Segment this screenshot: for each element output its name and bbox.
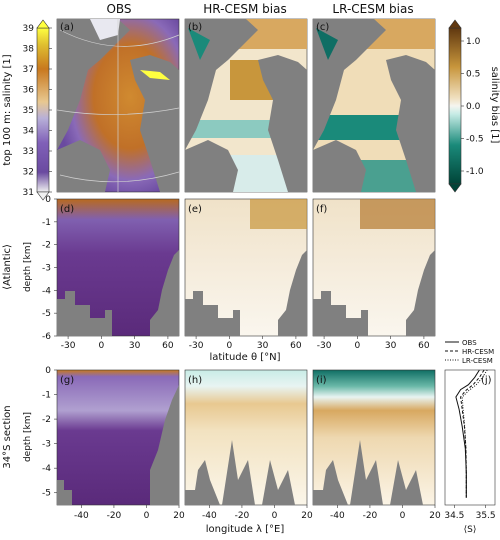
series-line-lr-cesm [461, 369, 488, 498]
y-tick-label: -1 [42, 218, 51, 228]
colorbar-obs-tick-label: 36 [23, 86, 35, 96]
x-tick-label: -30 [317, 341, 332, 351]
x-tick-label: 60 [162, 341, 174, 351]
x-tick-label: 20 [301, 511, 313, 521]
legend-obs: OBS [462, 339, 477, 347]
x-tick-label: 0 [354, 341, 360, 351]
section-panel-h [184, 369, 308, 506]
colorbar-obs-tick-label: 34 [23, 127, 35, 137]
colorbar-bias-tick-label: 0.0 [466, 102, 481, 112]
x-tick-label: -40 [330, 511, 345, 521]
ylabel-d: depth [km] [23, 242, 33, 292]
x-tick-label: 0 [226, 341, 232, 351]
panel-title-lr: LR-CESM bias [332, 2, 413, 16]
profile-panel-j: 34.5 35.5 [444, 369, 496, 521]
x-tick-label: 30 [129, 341, 141, 351]
colorbar-obs-tick-label: 35 [23, 106, 34, 116]
x-tick-label: -20 [235, 511, 250, 521]
colorbar-bias: -1.0 -0.5 0.0 0.5 1.0 [448, 19, 484, 193]
y-tick-label: -4 [42, 464, 51, 474]
xlabel-longitude: longitude λ [°E] [206, 524, 285, 535]
colorbar-obs-tick-label: 39 [23, 24, 35, 34]
colorbar-obs-tick-label: 32 [23, 168, 34, 178]
colorbar-obs-tick-label: 38 [23, 45, 35, 55]
y-tick-label: 0 [45, 366, 51, 376]
section-panel-d [56, 198, 180, 337]
panel-letter-h: (h) [188, 375, 202, 386]
y-tick-label: -5 [42, 309, 51, 319]
xlabel-j: ⟨S⟩ [464, 525, 477, 535]
row-label-atlantic: ⟨Atlantic⟩ [2, 244, 13, 290]
ylabel-g: depth [km] [23, 412, 33, 462]
colorbar-obs-tick-label: 37 [23, 65, 34, 75]
legend: OBS HR-CESM LR-CESM [445, 339, 494, 365]
x-tick-label: 20 [173, 511, 185, 521]
x-tick-label: 60 [418, 341, 430, 351]
y-tick-label: -3 [42, 264, 51, 274]
colorbar-bias-label: salinity bias [1] [489, 67, 500, 144]
x-tick-label: 0 [272, 511, 278, 521]
y-tick-label: -1 [42, 391, 51, 401]
panel-title-obs: OBS [106, 2, 131, 16]
colorbar-bias-tick-label: 1.0 [466, 37, 481, 47]
x-tick-label: -30 [189, 341, 204, 351]
map-panel-b [184, 18, 308, 193]
map-panel-a [56, 18, 180, 193]
x-tick-label: -20 [363, 511, 378, 521]
x-tick-label: -40 [202, 511, 217, 521]
colorbar-obs: 31 32 33 34 35 36 37 38 39 [23, 19, 52, 201]
section-panel-f [312, 198, 436, 337]
colorbar-obs-tick-label: 33 [23, 147, 34, 157]
y-tick-label: -4 [42, 286, 51, 296]
series-line-hr-cesm [460, 369, 485, 498]
legend-lr: LR-CESM [462, 357, 493, 365]
panel-letter-g: (g) [60, 375, 74, 386]
colorbar-obs-label: top 100 m: salinity [1] [2, 54, 13, 165]
map-panel-c [312, 18, 436, 193]
x-tick-label: 34.5 [444, 511, 464, 521]
section-panel-e [184, 198, 308, 337]
x-tick-label: -20 [107, 511, 122, 521]
y-tick-label: -2 [42, 415, 51, 425]
y-tick-label: 0 [45, 195, 51, 205]
x-tick-label: -30 [61, 341, 76, 351]
colorbar-obs-tick-label: 31 [23, 188, 34, 198]
y-tick-label: -2 [42, 241, 51, 251]
legend-hr: HR-CESM [462, 348, 494, 356]
panel-letter-b: (b) [188, 22, 202, 33]
x-tick-label: 0 [98, 341, 104, 351]
panel-letter-d: (d) [60, 204, 74, 215]
row-label-34s: 34°S section [2, 405, 13, 468]
panel-letter-i: (i) [316, 375, 327, 386]
panel-letter-j: (j) [481, 375, 492, 386]
x-tick-label: 30 [385, 341, 397, 351]
section-panel-i [312, 369, 436, 506]
panel-letter-e: (e) [188, 204, 202, 215]
y-tick-label: -5 [42, 489, 51, 499]
xlabel-latitude: latitude θ [°N] [209, 352, 280, 363]
x-tick-label: 60 [290, 341, 302, 351]
x-tick-label: 30 [257, 341, 269, 351]
y-tick-label: -3 [42, 440, 51, 450]
y-tick-label: -6 [42, 332, 51, 342]
panel-title-hr: HR-CESM bias [203, 2, 287, 16]
panel-letter-a: (a) [60, 22, 74, 33]
x-tick-label: -40 [74, 511, 89, 521]
colorbar-bias-tick-label: -0.5 [466, 135, 484, 145]
panel-letter-c: (c) [316, 22, 329, 33]
x-tick-label: 0 [400, 511, 406, 521]
section-panel-g [56, 369, 180, 506]
colorbar-bias-tick-label: -1.0 [466, 167, 484, 177]
x-tick-label: 20 [429, 511, 441, 521]
x-tick-label: 35.5 [476, 511, 496, 521]
colorbar-bias-tick-label: 0.5 [466, 70, 480, 80]
x-tick-label: 0 [144, 511, 150, 521]
panel-letter-f: (f) [316, 204, 327, 215]
